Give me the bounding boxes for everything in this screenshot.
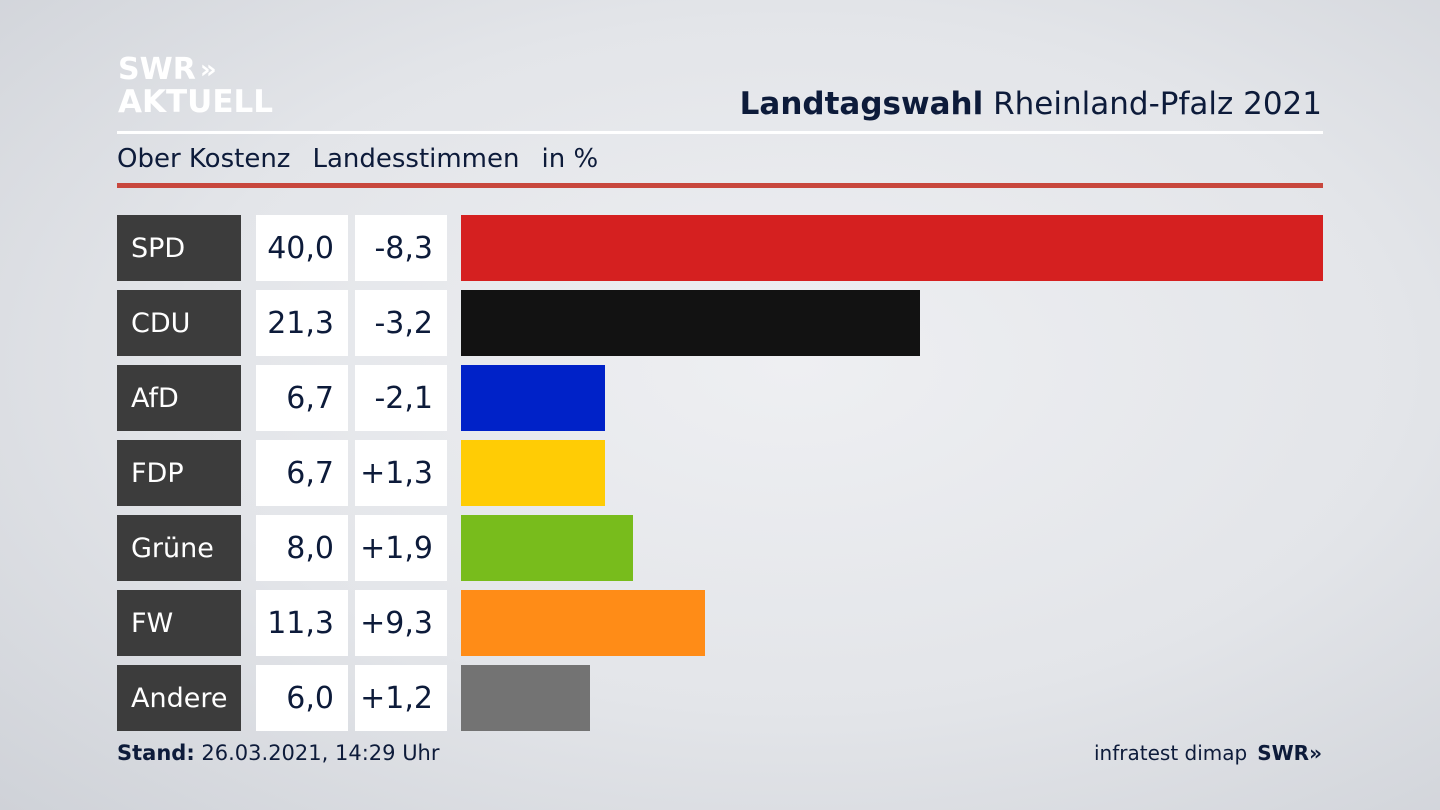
- party-label: AfD: [117, 365, 241, 431]
- party-label: Andere: [117, 665, 241, 731]
- stand-value: 26.03.2021, 14:29 Uhr: [201, 741, 440, 765]
- swr-brand-logo: SWR»: [1257, 741, 1322, 765]
- bar: [461, 665, 590, 731]
- party-label: CDU: [117, 290, 241, 356]
- source-name: infratest dimap: [1094, 741, 1248, 765]
- brand-text: SWR: [1257, 741, 1310, 765]
- vote-share-label: 21,3: [256, 290, 348, 356]
- bar: [461, 365, 605, 431]
- bar: [461, 290, 920, 356]
- vote-share-label: 11,3: [256, 590, 348, 656]
- party-label: FW: [117, 590, 241, 656]
- change-label: -8,3: [355, 215, 447, 281]
- party-label: SPD: [117, 215, 241, 281]
- vote-share-label: 40,0: [256, 215, 348, 281]
- subtitle-metric: Landesstimmen: [312, 144, 520, 174]
- party-label: Grüne: [117, 515, 241, 581]
- title-rest: Rheinland-Pfalz 2021: [993, 86, 1322, 122]
- timestamp: Stand: 26.03.2021, 14:29 Uhr: [117, 741, 440, 765]
- bar: [461, 215, 1323, 281]
- page-title: Landtagswahl Rheinland-Pfalz 2021: [740, 86, 1322, 122]
- logo-chevron-icon: »: [199, 55, 217, 85]
- swr-aktuell-logo: SWR» AKTUELL: [118, 52, 274, 120]
- vote-share-label: 6,0: [256, 665, 348, 731]
- source-credit: infratest dimap SWR»: [1094, 741, 1322, 765]
- stand-label: Stand:: [117, 741, 195, 765]
- change-label: -2,1: [355, 365, 447, 431]
- logo-aktuell: AKTUELL: [118, 84, 274, 120]
- change-label: -3,2: [355, 290, 447, 356]
- subtitle-unit: in %: [541, 144, 599, 174]
- change-label: +1,2: [355, 665, 447, 731]
- change-label: +1,3: [355, 440, 447, 506]
- vote-share-label: 8,0: [256, 515, 348, 581]
- party-label: FDP: [117, 440, 241, 506]
- brand-chevron-icon: »: [1309, 741, 1322, 765]
- change-label: +9,3: [355, 590, 447, 656]
- bar: [461, 515, 633, 581]
- title-bold: Landtagswahl: [739, 86, 984, 122]
- bar: [461, 590, 705, 656]
- logo-swr: SWR: [118, 52, 196, 87]
- header-divider: [117, 131, 1323, 134]
- accent-divider: [117, 183, 1323, 188]
- bar: [461, 440, 605, 506]
- chart-subtitle: Ober Kostenz Landesstimmen in %: [117, 144, 598, 174]
- vote-share-label: 6,7: [256, 365, 348, 431]
- vote-share-label: 6,7: [256, 440, 348, 506]
- change-label: +1,9: [355, 515, 447, 581]
- subtitle-region: Ober Kostenz: [117, 144, 291, 174]
